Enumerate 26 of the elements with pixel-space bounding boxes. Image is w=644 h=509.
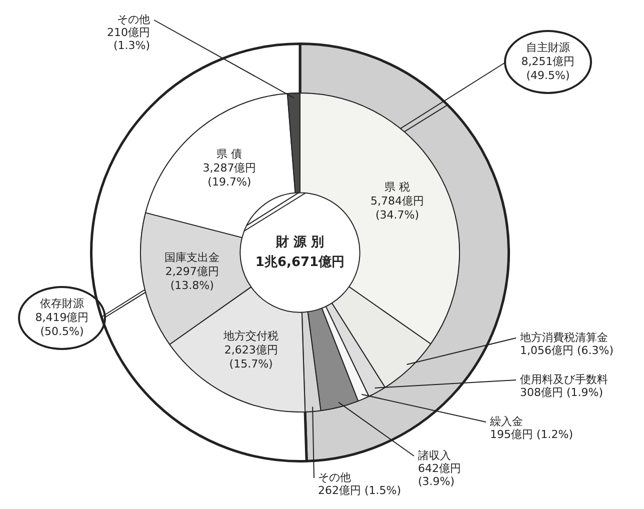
slice-label: 県 税 bbox=[384, 180, 410, 194]
data-label: 1,056億円 (6.3%) bbox=[520, 344, 614, 357]
data-label: 3,287億円 (19.7%) bbox=[202, 161, 256, 188]
data-label: 2,297億円 (13.8%) bbox=[165, 265, 219, 292]
text: 財 源 別 bbox=[274, 234, 324, 250]
text: 1兆6,671億円 bbox=[255, 254, 345, 270]
data-label: 210億円 (1.3%) bbox=[107, 26, 150, 52]
slice-label: その他 bbox=[117, 12, 150, 26]
data-label: 262億円 (1.5%) bbox=[318, 484, 402, 497]
data-label: 8,419億円 (50.5%) bbox=[35, 310, 89, 338]
slice-label: 国庫支出金 bbox=[164, 251, 220, 264]
data-label: 308億円 (1.9%) bbox=[520, 386, 604, 399]
slice-label: 諸収入 bbox=[418, 448, 451, 462]
slice-label: 地方消費税清算金 bbox=[519, 330, 608, 344]
slice-label: 使用料及び手数料 bbox=[520, 372, 608, 386]
data-label: 2,623億円 (15.7%) bbox=[224, 343, 278, 370]
data-label: 642億円 (3.9%) bbox=[418, 462, 461, 488]
slice-label: 繰入金 bbox=[489, 414, 523, 428]
slice-label: 県 債 bbox=[216, 147, 242, 160]
data-label: 5,784億円 (34.7%) bbox=[370, 194, 424, 222]
slice-label: その他 bbox=[318, 470, 351, 484]
slice-label: 依存財源 bbox=[40, 296, 84, 310]
slice-label: 地方交付税 bbox=[222, 329, 279, 342]
data-label: 195億円 (1.2%) bbox=[490, 428, 574, 441]
slice-label: 自主財源 bbox=[526, 40, 570, 54]
data-label: 8,251億円 (49.5%) bbox=[521, 54, 575, 82]
